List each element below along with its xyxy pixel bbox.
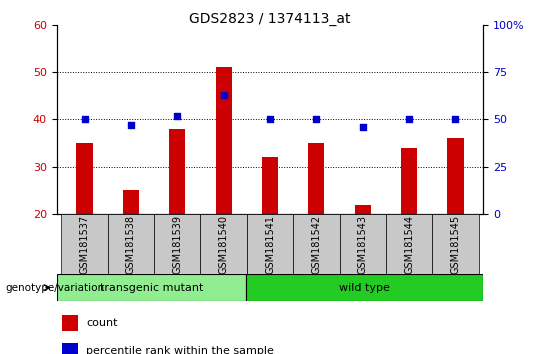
- Text: GSM181538: GSM181538: [126, 215, 136, 274]
- Bar: [57, 274, 246, 301]
- Bar: [293, 214, 340, 274]
- Point: [219, 92, 228, 98]
- Text: wild type: wild type: [339, 282, 390, 293]
- Text: genotype/variation: genotype/variation: [5, 282, 105, 293]
- Bar: [355, 205, 371, 214]
- Point: [312, 116, 321, 122]
- Bar: [62, 214, 107, 274]
- Bar: [107, 214, 154, 274]
- Bar: [62, 343, 78, 354]
- Bar: [386, 214, 433, 274]
- Text: GSM181543: GSM181543: [357, 215, 368, 274]
- Text: GSM181540: GSM181540: [219, 215, 228, 274]
- Bar: [247, 214, 293, 274]
- Bar: [76, 143, 93, 214]
- Bar: [200, 214, 247, 274]
- Bar: [169, 129, 185, 214]
- Text: GSM181541: GSM181541: [265, 215, 275, 274]
- Bar: [215, 67, 232, 214]
- Text: percentile rank within the sample: percentile rank within the sample: [86, 346, 274, 354]
- Bar: [246, 274, 483, 301]
- Point: [266, 116, 274, 122]
- Bar: [308, 143, 325, 214]
- Text: GSM181545: GSM181545: [450, 215, 461, 274]
- Bar: [401, 148, 417, 214]
- Bar: [123, 190, 139, 214]
- Text: GDS2823 / 1374113_at: GDS2823 / 1374113_at: [189, 12, 351, 27]
- Bar: [62, 315, 78, 331]
- Text: GSM181542: GSM181542: [312, 215, 321, 274]
- Text: GSM181537: GSM181537: [79, 215, 90, 274]
- Point: [173, 113, 181, 119]
- Bar: [262, 157, 278, 214]
- Text: GSM181544: GSM181544: [404, 215, 414, 274]
- Text: count: count: [86, 318, 118, 328]
- Point: [451, 116, 460, 122]
- Point: [126, 122, 135, 128]
- Bar: [433, 214, 478, 274]
- Bar: [447, 138, 464, 214]
- Text: transgenic mutant: transgenic mutant: [100, 282, 203, 293]
- Point: [359, 124, 367, 130]
- Point: [80, 116, 89, 122]
- Bar: [154, 214, 200, 274]
- Bar: [340, 214, 386, 274]
- Point: [405, 116, 414, 122]
- Text: GSM181539: GSM181539: [172, 215, 183, 274]
